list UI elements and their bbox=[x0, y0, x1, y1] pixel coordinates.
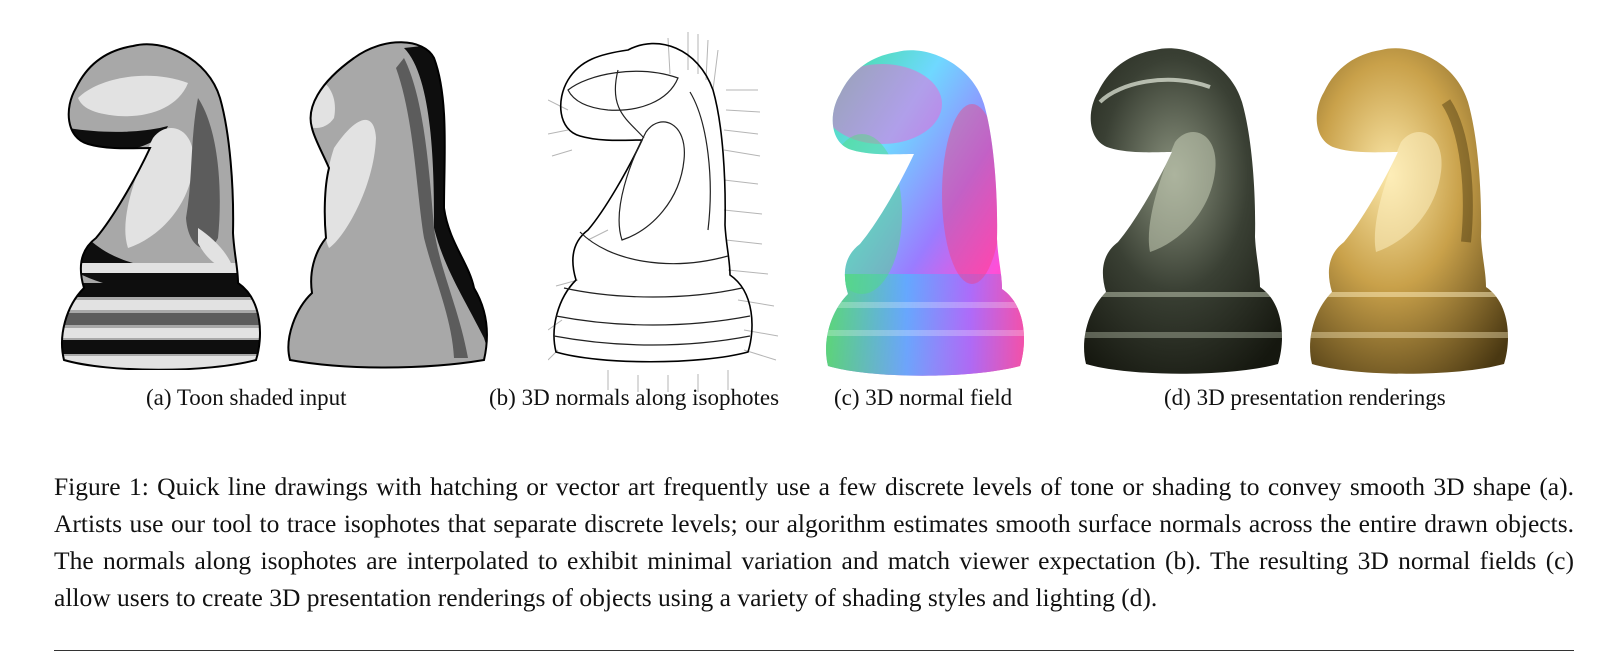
bottom-rule bbox=[54, 650, 1574, 651]
metallic-render-dark bbox=[1080, 42, 1290, 374]
normal-field-render bbox=[822, 44, 1034, 376]
isophote-drawing bbox=[548, 30, 780, 392]
figure-caption: Figure 1: Quick line drawings with hatch… bbox=[54, 472, 1574, 612]
gold-render bbox=[1306, 42, 1516, 374]
subfigure-caption-d: (d) 3D presentation renderings bbox=[1164, 385, 1446, 410]
subfigure-caption-a: (a) Toon shaded input bbox=[146, 385, 347, 410]
subfigure-caption-b: (b) 3D normals along isophotes bbox=[489, 385, 780, 410]
subfigure-caption-c: (c) 3D normal field bbox=[834, 385, 1013, 410]
figure-strip: (a) Toon shaded input (b) 3D normals alo… bbox=[58, 30, 1516, 410]
toon-knight-side bbox=[284, 38, 494, 370]
toon-knight-front bbox=[58, 38, 268, 370]
